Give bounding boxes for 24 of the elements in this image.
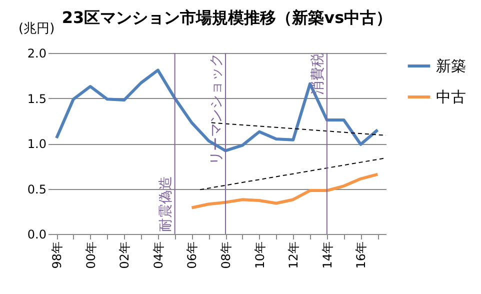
x-tick-label: 10年 — [252, 242, 267, 269]
x-tick-label: 12年 — [286, 242, 301, 269]
chart-title: 23区マンション市場規模推移（新築vs中古） — [62, 8, 392, 27]
x-tick-label: 04年 — [151, 242, 166, 269]
ref-line-label: 消費税 — [310, 53, 326, 95]
legend-label: 中古 — [436, 88, 466, 106]
y-tick-label: 0.5 — [27, 182, 46, 196]
legend-label: 新築 — [436, 57, 466, 75]
x-tick-label: 00年 — [84, 242, 98, 269]
ref-line-label: 耐震偽造 — [158, 176, 174, 232]
line-series — [55, 68, 380, 152]
x-tick-label: 98年 — [50, 242, 64, 269]
y-tick-label: 1.5 — [27, 92, 46, 106]
y-tick-label: 0.0 — [27, 228, 46, 242]
x-tick-label: 14年 — [320, 242, 334, 269]
x-tick-label: 08年 — [219, 242, 234, 269]
x-tick-label: 06年 — [185, 242, 200, 269]
ref-line-label: リーマンショック — [208, 53, 225, 165]
x-tick-label: 16年 — [354, 242, 368, 269]
line-series — [190, 172, 380, 210]
y-tick-label: 1.0 — [27, 137, 46, 151]
y-axis-title: (兆円) — [18, 22, 55, 36]
x-tick-label: 02年 — [118, 242, 132, 269]
y-tick-label: 2.0 — [27, 46, 46, 60]
